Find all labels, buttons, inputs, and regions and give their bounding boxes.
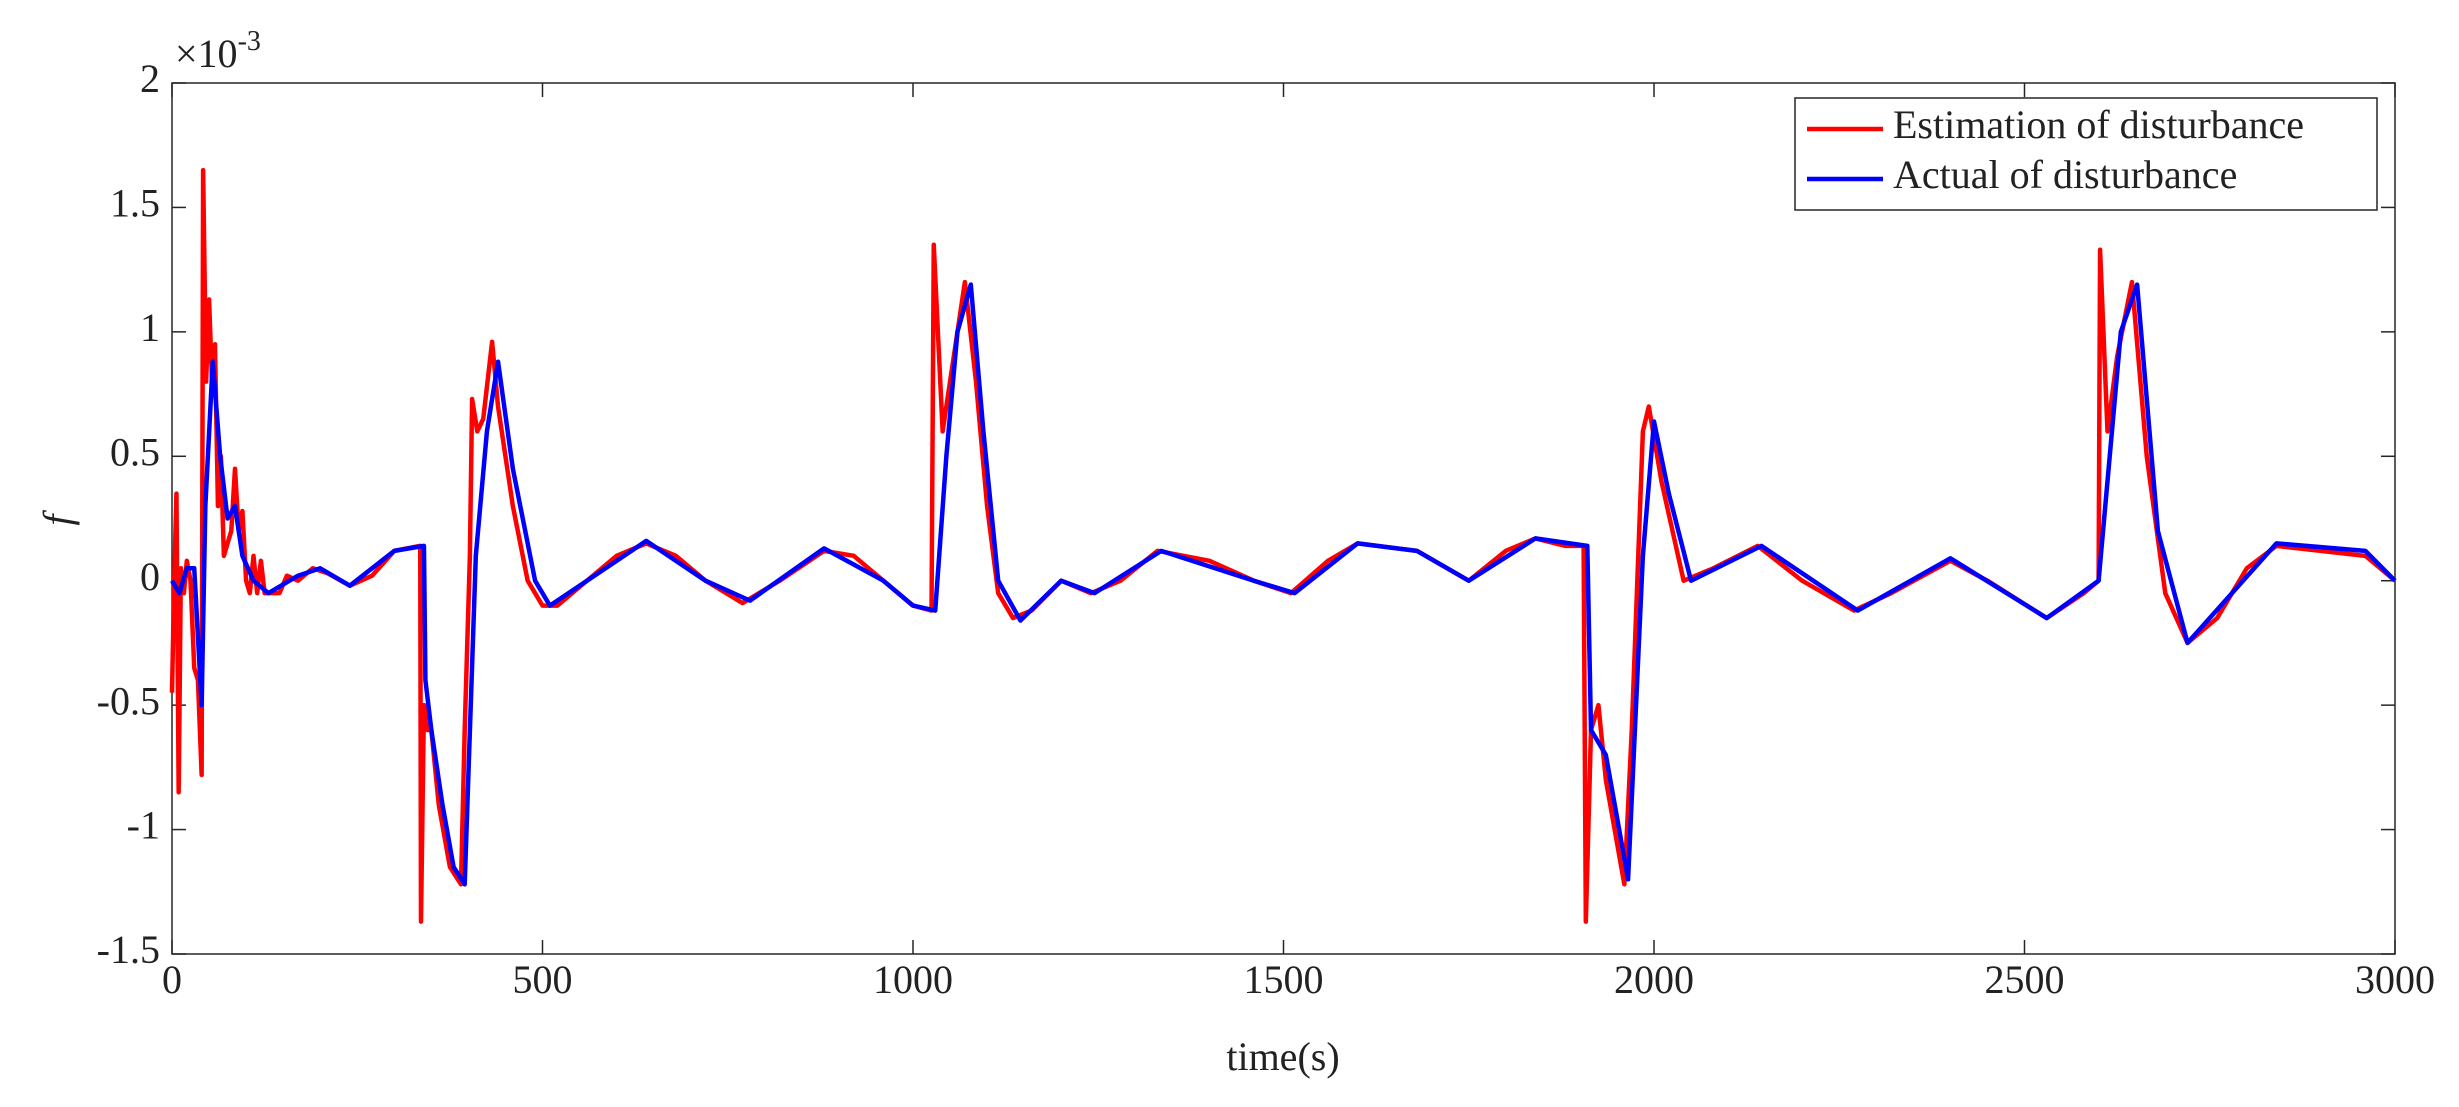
legend-box bbox=[1794, 97, 2378, 211]
x-tick-label: 3000 bbox=[2355, 957, 2435, 1002]
series-line bbox=[169, 167, 2397, 924]
x-tick-label: 1500 bbox=[1244, 957, 1324, 1002]
y-axis-label: f bbox=[35, 510, 80, 526]
y-tick-label: 2 bbox=[140, 56, 160, 101]
x-tick-label: 1000 bbox=[873, 957, 953, 1002]
x-tick-label: 2500 bbox=[1985, 957, 2065, 1002]
axis-multiplier: ×10-3 bbox=[175, 26, 261, 76]
y-tick-label: -1 bbox=[127, 803, 160, 848]
x-tick-label: 500 bbox=[513, 957, 573, 1002]
y-tick-label: 0.5 bbox=[110, 429, 160, 474]
series-line bbox=[170, 282, 2397, 887]
x-tick-label: 0 bbox=[162, 957, 182, 1002]
y-tick-label: -0.5 bbox=[97, 678, 160, 723]
x-axis-label: time(s) bbox=[1226, 1034, 1339, 1079]
legend-label: Estimation of disturbance bbox=[1893, 102, 2304, 147]
y-tick-label: 1 bbox=[140, 305, 160, 350]
multiplier-exponent: -3 bbox=[238, 26, 261, 57]
y-tick-label: 0 bbox=[140, 554, 160, 599]
multiplier-base: ×10 bbox=[175, 31, 238, 76]
x-tick-label: 2000 bbox=[1614, 957, 1694, 1002]
legend: Estimation of disturbance Actual of distu… bbox=[1794, 97, 2378, 211]
axes-box bbox=[171, 82, 2396, 955]
y-tick-label: -1.5 bbox=[97, 927, 160, 972]
legend-label: Actual of disturbance bbox=[1893, 152, 2237, 197]
y-tick-label: 1.5 bbox=[110, 181, 160, 226]
